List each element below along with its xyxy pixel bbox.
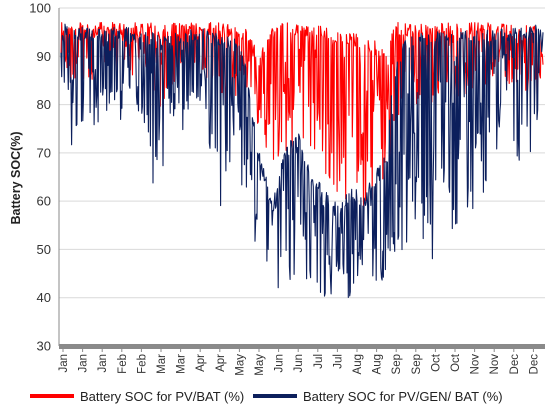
x-tick-label: Feb [136,354,148,374]
y-tick-label: 40 [37,290,51,305]
x-tick-label: Jan [78,354,90,373]
x-tick-label: Oct [450,353,462,372]
y-tick-label: 70 [37,145,51,160]
x-tick-label: Jun [274,354,286,373]
x-tick-label: Aug [372,354,384,374]
x-tick-label: Dec [528,354,540,375]
x-tick-label: Jul [313,354,325,369]
x-tick-label: Oct [430,353,442,372]
y-tick-labels: 30 40 50 60 70 80 90 100 [29,1,51,354]
x-axis-bar [59,344,545,349]
x-tick-label: Mar [176,354,188,374]
x-tick-label: Jul [332,354,344,369]
x-tick-label: Dec [509,354,521,375]
x-tick-label: Jan [58,354,70,373]
x-tick-label: May [254,354,266,376]
y-tick-label: 60 [37,194,51,209]
legend-label-pv-bat: Battery SOC for PV/BAT (%) [80,389,244,404]
axes [58,8,545,349]
x-tick-label: May [234,354,246,376]
x-tick-label: Nov [470,354,482,375]
y-tick-label: 100 [29,1,51,16]
x-tick-label: Aug [352,354,364,374]
y-tick-label: 80 [37,97,51,112]
x-tick-label: Apr [215,354,227,372]
x-tick-label: Feb [117,354,129,374]
x-tick-labels: Jan Jan Jan Feb Feb Mar Mar Apr Apr May May Jun Jun J… [58,349,540,376]
series-area [60,21,544,299]
x-tick-label: Sep [411,354,423,374]
y-tick-label: 50 [37,242,51,257]
x-tick-label: Sep [391,354,403,374]
y-axis-label: Battery SOC(%) [9,131,23,224]
x-tick-label: Jan [97,354,109,373]
legend: Battery SOC for PV/BAT (%) Battery SOC f… [30,389,503,404]
legend-label-pv-gen-bat: Battery SOC for PV/GEN/ BAT (%) [303,389,503,404]
y-tick-label: 90 [37,49,51,64]
x-tick-label: Mar [156,354,168,374]
y-tick-label: 30 [37,339,51,354]
x-tick-label: Nov [489,354,501,375]
x-tick-label: Jun [293,354,305,373]
series-line-pv-gen-bat [60,23,544,299]
x-tick-label: Apr [195,354,207,372]
